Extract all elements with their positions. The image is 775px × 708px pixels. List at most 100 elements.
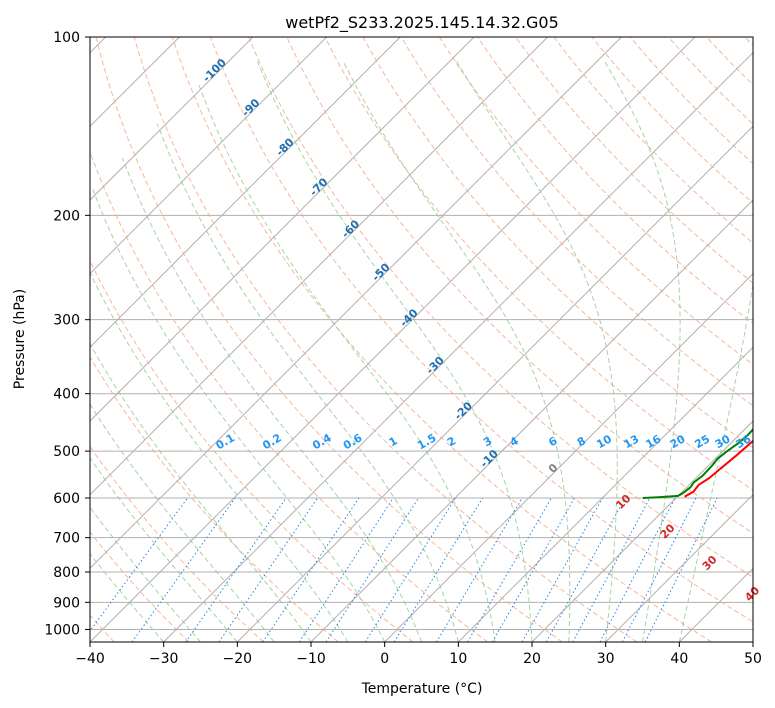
isotherm-label: -80 xyxy=(273,135,296,158)
mixing-ratio-label: 0.6 xyxy=(341,431,365,452)
isotherm-label: -30 xyxy=(424,354,447,377)
line-labels: -100-90-80-70-60-50-40-30-20-100.1 0.2 0.4… xyxy=(200,56,762,604)
mixing-ratio-line xyxy=(364,497,456,642)
mixing-ratio-line xyxy=(90,497,188,632)
moist-adiabat-line xyxy=(90,553,165,642)
isotherm-line xyxy=(90,37,696,642)
isotherm-line xyxy=(457,346,753,642)
mixing-ratio-label: 10 xyxy=(594,432,614,451)
mixing-ratio-line xyxy=(644,497,718,642)
isotherm-line xyxy=(90,37,622,570)
isotherm-label: -40 xyxy=(397,306,420,329)
mixing-ratio-label: 8 xyxy=(575,434,588,449)
isotherm-label: -60 xyxy=(339,217,362,240)
dry-adiabat-line xyxy=(248,37,753,578)
mixing-ratio-line xyxy=(491,497,575,642)
dry-adiabat-line xyxy=(286,37,753,534)
isotherm-line xyxy=(163,51,753,642)
mixing-ratio-label: 0.2 xyxy=(260,431,283,452)
mixing-ratio-label: 6 xyxy=(546,434,559,449)
y-tick-label: 1000 xyxy=(44,622,80,638)
moist-adiabat-line xyxy=(91,188,386,642)
x-tick-label: −30 xyxy=(149,651,179,667)
mixing-ratio-line xyxy=(545,497,626,642)
dry-adiabat-line xyxy=(477,37,753,325)
dewpoint-profile-line xyxy=(642,427,753,499)
mixing-ratio-line xyxy=(298,497,394,642)
moist-adiabat-line xyxy=(121,157,422,642)
moist-adiabat-line xyxy=(90,506,201,642)
moist-adiabat-line xyxy=(90,342,312,642)
dry-adiabat-line xyxy=(362,37,753,449)
isotherm-line xyxy=(678,567,753,642)
mixing-ratio-label: 36 xyxy=(733,432,753,451)
mixing-ratio-label: 20 xyxy=(668,432,688,451)
dry-adiabat-line xyxy=(171,37,712,642)
isotherm-label: -100 xyxy=(200,56,229,85)
mixing-ratio-line xyxy=(218,497,318,642)
mixing-ratio-line xyxy=(131,497,236,642)
isotherm-line xyxy=(90,37,549,496)
chart-title: wetPf2_S233.2025.145.14.32.G05 xyxy=(285,13,559,33)
isotherm-label: -70 xyxy=(307,175,330,198)
moist-adiabat-line xyxy=(604,61,681,642)
x-tick-label: 20 xyxy=(523,651,541,667)
mixing-ratio-label: 25 xyxy=(692,432,712,451)
mixing-ratio-label: 16 xyxy=(644,432,664,451)
moist-adiabat-line xyxy=(90,457,238,642)
background-lines xyxy=(90,37,753,642)
dry-adiabat-line xyxy=(553,37,753,244)
x-axis-label: Temperature (°C) xyxy=(361,681,483,697)
mixing-ratio-line xyxy=(521,497,603,642)
y-tick-label: 300 xyxy=(53,313,80,329)
y-tick-label: 700 xyxy=(53,531,80,547)
mixing-ratio-label: 4 xyxy=(508,434,521,449)
mixing-ratio-label: 3 xyxy=(481,434,494,449)
dry-adiabat-line xyxy=(515,37,753,284)
moist-adiabat-line xyxy=(456,61,618,642)
mixing-ratio-line xyxy=(572,497,651,642)
dry-adiabat-line xyxy=(706,37,753,86)
x-tick-label: 50 xyxy=(744,651,762,667)
mixing-ratio-label: 1 xyxy=(387,434,400,449)
isotherm-line xyxy=(752,641,753,642)
dry-adiabat-line xyxy=(90,356,339,642)
dry-adiabat-line xyxy=(90,445,264,642)
dry-adiabat-line xyxy=(438,37,753,365)
dry-adiabat-line xyxy=(133,37,638,642)
isotherm-label: -10 xyxy=(478,447,501,470)
x-tick-label: −40 xyxy=(75,651,105,667)
moist-adiabat-line xyxy=(156,123,459,642)
axis-ticks: −40 −30 −20 −10 0 10 20 30 40 50 1000 900 800 700 600 5… xyxy=(44,30,762,667)
y-tick-label: 400 xyxy=(53,387,80,403)
isotherm-line xyxy=(236,125,753,642)
isotherm-line xyxy=(310,199,753,642)
mixing-ratio-label: 13 xyxy=(621,432,641,451)
temperature-profile-line xyxy=(684,439,753,498)
y-tick-label: 500 xyxy=(53,444,80,460)
mixing-ratio-line xyxy=(599,497,676,642)
mixing-ratio-line xyxy=(262,497,360,642)
moist-adiabat-line xyxy=(342,61,571,642)
y-tick-label: 200 xyxy=(53,208,80,224)
mixing-ratio-label: 2 xyxy=(445,434,458,449)
isotherm-line xyxy=(531,420,753,642)
dry-adiabat-line xyxy=(95,37,563,642)
mixing-ratio-label: 0.4 xyxy=(310,431,334,452)
moist-adiabat-line xyxy=(90,403,275,642)
moist-adiabat-line xyxy=(678,280,753,642)
mixing-ratio-label: 0.1 xyxy=(214,431,237,452)
y-tick-label: 900 xyxy=(53,595,80,611)
mixing-ratio-line xyxy=(621,497,697,642)
dry-adiabat-line xyxy=(90,531,190,642)
y-tick-label: 100 xyxy=(53,30,80,46)
dry-adiabat-label: 40 xyxy=(742,584,762,604)
x-tick-label: 30 xyxy=(597,651,615,667)
isotherm-line xyxy=(90,37,401,349)
mixing-ratio-label: 1.5 xyxy=(415,431,438,452)
mixing-ratio-line xyxy=(185,497,287,642)
mixing-ratio-line xyxy=(393,497,483,642)
profile-lines xyxy=(642,427,753,499)
isotherm-line xyxy=(90,37,475,422)
